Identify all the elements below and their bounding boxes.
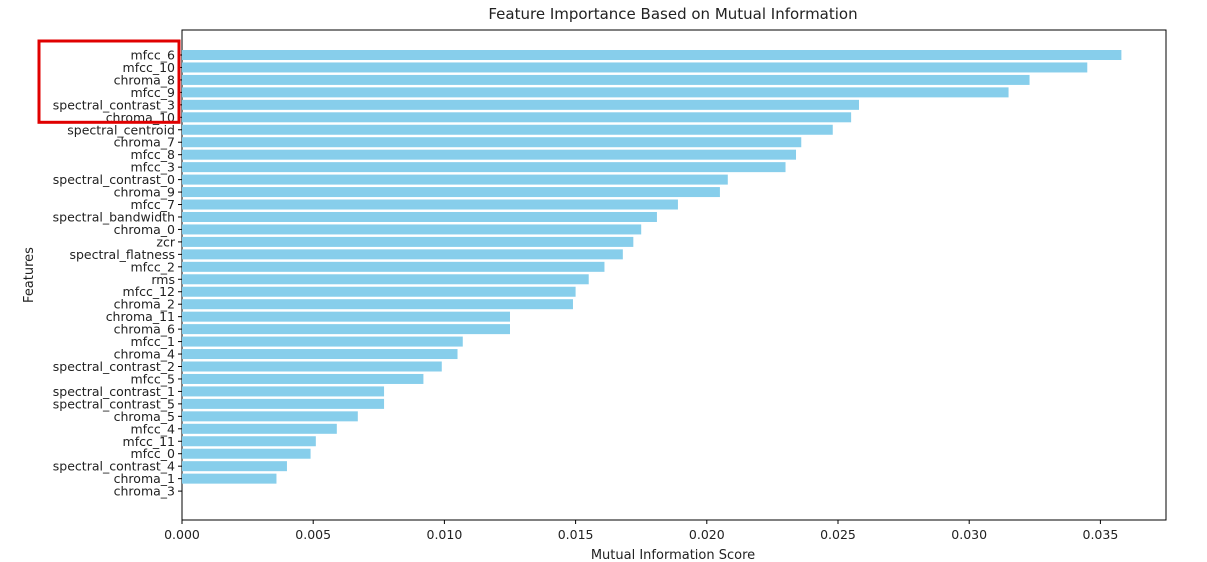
bar-spectral-contrast-4 (182, 461, 287, 472)
y-tick-label: spectral_contrast_5 (53, 396, 175, 411)
bar-mfcc-6 (182, 50, 1122, 60)
bar-spectral-flatness (182, 249, 623, 260)
y-tick-label: mfcc_2 (130, 259, 175, 274)
bar-spectral-contrast-3 (182, 99, 859, 110)
bar-chroma-8 (182, 74, 1030, 85)
bar-mfcc-12 (182, 286, 576, 297)
x-tick-label: 0.020 (689, 527, 725, 542)
y-tick-label: chroma_4 (114, 347, 175, 362)
x-tick-label: 0.030 (951, 527, 987, 542)
bar-chroma-11 (182, 311, 510, 322)
y-tick-label: mfcc_9 (130, 85, 175, 100)
bar-chroma-6 (182, 324, 510, 335)
bar-mfcc-4 (182, 423, 337, 434)
x-tick-label: 0.025 (820, 527, 856, 542)
bar-chroma-0 (182, 224, 642, 235)
y-tick-label: spectral_flatness (69, 247, 175, 262)
y-tick-label: chroma_6 (114, 322, 175, 337)
bar-spectral-contrast-1 (182, 386, 385, 397)
bar-mfcc-8 (182, 149, 797, 160)
y-tick-label: zcr (156, 234, 175, 249)
bar-chroma-9 (182, 187, 720, 198)
y-tick-label: mfcc_12 (123, 284, 175, 299)
x-tick-label: 0.000 (164, 527, 200, 542)
y-tick-label: spectral_contrast_4 (53, 459, 175, 474)
y-tick-label: spectral_contrast_2 (53, 359, 175, 374)
y-tick-label: mfcc_11 (123, 434, 175, 449)
y-tick-label: mfcc_3 (130, 160, 175, 175)
y-tick-label: mfcc_1 (130, 334, 175, 349)
y-tick-label: chroma_8 (114, 72, 175, 87)
bar-mfcc-5 (182, 373, 424, 384)
y-tick-label: chroma_3 (114, 484, 175, 499)
y-tick-label: mfcc_10 (123, 60, 176, 75)
y-tick-label: chroma_7 (114, 135, 175, 150)
bar-rms (182, 274, 589, 285)
bar-mfcc-3 (182, 162, 786, 173)
y-tick-label: spectral_bandwidth (53, 209, 175, 224)
y-tick-label: mfcc_4 (130, 421, 175, 436)
chart-title: Feature Importance Based on Mutual Infor… (488, 5, 857, 23)
y-tick-label: rms (151, 272, 175, 287)
bar-chroma-7 (182, 137, 802, 148)
bar-spectral-bandwidth (182, 211, 657, 222)
bar-spectral-contrast-5 (182, 398, 385, 409)
bar-mfcc-1 (182, 336, 463, 347)
highlight-box (37, 39, 181, 124)
y-tick-label: mfcc_7 (130, 197, 175, 212)
y-tick-label: chroma_9 (114, 185, 175, 200)
y-tick-label: chroma_11 (106, 309, 175, 324)
bar-mfcc-2 (182, 261, 605, 272)
x-axis-label: Mutual Information Score (591, 548, 755, 562)
y-tick-label: chroma_2 (114, 297, 175, 312)
bar-group (182, 50, 1122, 484)
y-tick-label: mfcc_5 (130, 371, 175, 386)
bar-mfcc-7 (182, 199, 678, 210)
bar-chroma-5 (182, 411, 358, 422)
bar-mfcc-9 (182, 87, 1009, 98)
bar-mfcc-10 (182, 62, 1088, 73)
y-tick-label: spectral_contrast_1 (53, 384, 175, 399)
bar-chroma-1 (182, 473, 277, 484)
y-tick-label: chroma_1 (114, 471, 175, 486)
bar-spectral-contrast-2 (182, 361, 442, 372)
y-tick-label: mfcc_8 (130, 147, 175, 162)
y-axis-label: Features (22, 247, 37, 303)
x-tick-group: 0.000 0.005 0.010 0.015 0.020 0.025 0.030 0.035 (164, 520, 1118, 542)
bar-spectral-centroid (182, 124, 833, 135)
x-tick-label: 0.005 (295, 527, 331, 542)
bar-mfcc-0 (182, 448, 311, 459)
y-tick-label: mfcc_0 (130, 446, 175, 461)
y-tick-label: chroma_5 (114, 409, 175, 424)
bar-zcr (182, 236, 634, 247)
y-tick-label-group: mfcc_6mfcc_10chroma_8mfcc_9spectral_cont… (53, 48, 182, 499)
bar-mfcc-11 (182, 436, 316, 447)
y-tick-label: spectral_contrast_0 (53, 172, 175, 187)
bar-chroma-4 (182, 349, 458, 360)
y-tick-label: spectral_contrast_3 (53, 97, 175, 112)
x-tick-label: 0.015 (558, 527, 594, 542)
y-tick-label: chroma_0 (114, 222, 175, 237)
bar-chroma-2 (182, 299, 573, 310)
bar-chroma-10 (182, 112, 852, 123)
y-tick-label: mfcc_6 (130, 48, 175, 63)
bar-spectral-contrast-0 (182, 174, 728, 185)
y-tick-label: spectral_centroid (67, 122, 175, 137)
x-tick-label: 0.035 (1083, 527, 1119, 542)
x-tick-label: 0.010 (427, 527, 463, 542)
